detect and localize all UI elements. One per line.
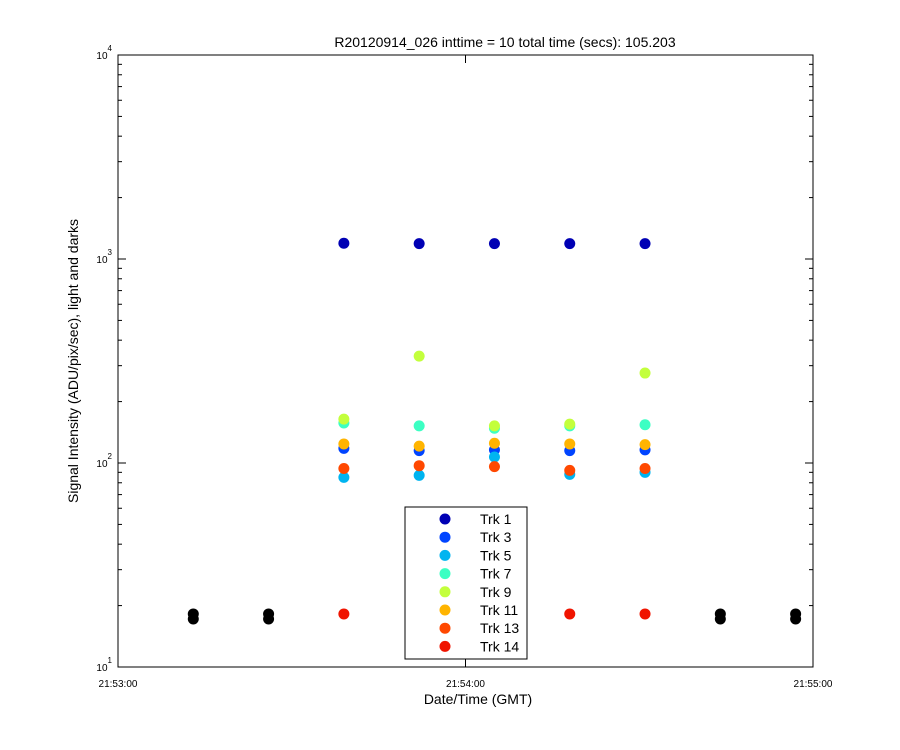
y-tick-base: 10: [96, 51, 108, 62]
y-axis-label: Signal Intensity (ADU/pix/sec), light an…: [65, 219, 81, 503]
point: [639, 238, 651, 250]
y-tick-label: 102: [96, 452, 112, 470]
point: [413, 469, 425, 481]
point: [564, 608, 576, 620]
legend-label: Trk 1: [480, 511, 512, 527]
point: [338, 237, 350, 249]
legend-marker: [439, 622, 451, 634]
point: [639, 462, 651, 474]
legend-marker: [439, 549, 451, 561]
point: [338, 471, 350, 483]
point: [413, 440, 425, 452]
y-tick-exponent: 1: [108, 656, 113, 665]
legend-label: Trk 5: [480, 547, 512, 563]
y-tick-label: 104: [96, 44, 112, 62]
point: [488, 420, 500, 432]
legend-marker: [439, 568, 451, 580]
point: [639, 367, 651, 379]
point: [263, 613, 275, 625]
point: [187, 613, 199, 625]
y-tick-base: 10: [96, 663, 108, 674]
point: [639, 419, 651, 431]
point: [790, 613, 802, 625]
y-tick-base: 10: [96, 255, 108, 266]
point: [564, 438, 576, 450]
point: [488, 238, 500, 250]
y-tick-label: 101: [96, 656, 112, 674]
legend-marker: [439, 531, 451, 543]
point: [338, 608, 350, 620]
point: [639, 608, 651, 620]
point: [413, 420, 425, 432]
legend-label: Trk 3: [480, 529, 512, 545]
legend-label: Trk 13: [480, 620, 519, 636]
legend-marker: [439, 513, 451, 525]
point: [413, 460, 425, 472]
y-tick-exponent: 3: [108, 248, 113, 257]
point: [338, 462, 350, 474]
legend-marker: [439, 640, 451, 652]
point: [564, 238, 576, 250]
legend-label: Trk 9: [480, 584, 512, 600]
chart-title: R20120914_026 inttime = 10 total time (s…: [334, 34, 675, 50]
point: [413, 238, 425, 250]
y-tick-base: 10: [96, 459, 108, 470]
point: [413, 350, 425, 362]
x-axis-label: Date/Time (GMT): [424, 691, 532, 707]
point: [564, 464, 576, 476]
point: [488, 437, 500, 449]
x-tick-label: 21:54:00: [446, 679, 485, 690]
x-tick-label: 21:55:00: [794, 679, 833, 690]
point: [338, 413, 350, 425]
point: [639, 439, 651, 451]
y-tick-exponent: 2: [108, 452, 113, 461]
legend-marker: [439, 586, 451, 598]
point: [564, 418, 576, 430]
y-tick-exponent: 4: [108, 44, 113, 53]
legend-label: Trk 14: [480, 638, 519, 654]
point: [338, 438, 350, 450]
point: [714, 613, 726, 625]
point: [488, 461, 500, 473]
legend-box: [404, 506, 528, 660]
legend-label: Trk 11: [480, 602, 518, 618]
x-tick-label: 21:53:00: [99, 679, 138, 690]
legend-label: Trk 7: [480, 566, 512, 582]
legend-marker: [439, 604, 451, 616]
y-tick-label: 103: [96, 248, 112, 266]
point: [488, 451, 500, 463]
